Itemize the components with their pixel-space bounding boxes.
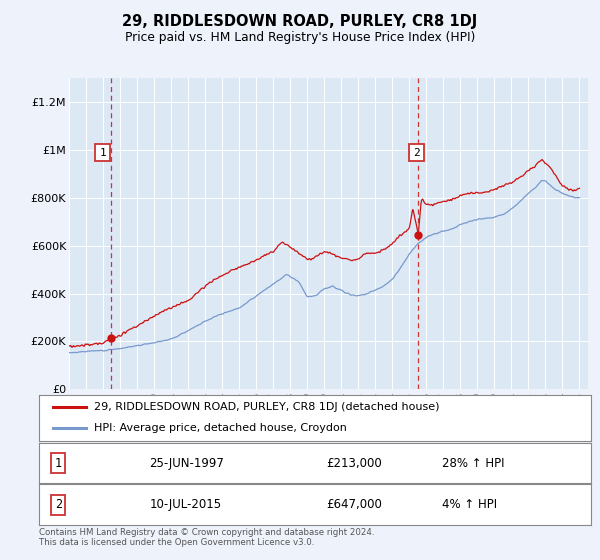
Text: 2: 2: [55, 498, 62, 511]
Text: 29, RIDDLESDOWN ROAD, PURLEY, CR8 1DJ: 29, RIDDLESDOWN ROAD, PURLEY, CR8 1DJ: [122, 14, 478, 29]
Text: 29, RIDDLESDOWN ROAD, PURLEY, CR8 1DJ (detached house): 29, RIDDLESDOWN ROAD, PURLEY, CR8 1DJ (d…: [94, 402, 440, 412]
Text: 2: 2: [413, 147, 420, 157]
Text: 28% ↑ HPI: 28% ↑ HPI: [442, 456, 505, 470]
Text: 4% ↑ HPI: 4% ↑ HPI: [442, 498, 497, 511]
Text: Contains HM Land Registry data © Crown copyright and database right 2024.
This d: Contains HM Land Registry data © Crown c…: [39, 528, 374, 547]
Text: Price paid vs. HM Land Registry's House Price Index (HPI): Price paid vs. HM Land Registry's House …: [125, 31, 475, 44]
Text: 1: 1: [100, 147, 106, 157]
Text: 1: 1: [55, 456, 62, 470]
Text: 10-JUL-2015: 10-JUL-2015: [149, 498, 221, 511]
Text: HPI: Average price, detached house, Croydon: HPI: Average price, detached house, Croy…: [94, 423, 347, 433]
Text: £213,000: £213,000: [326, 456, 382, 470]
Text: £647,000: £647,000: [326, 498, 382, 511]
Text: 25-JUN-1997: 25-JUN-1997: [149, 456, 224, 470]
